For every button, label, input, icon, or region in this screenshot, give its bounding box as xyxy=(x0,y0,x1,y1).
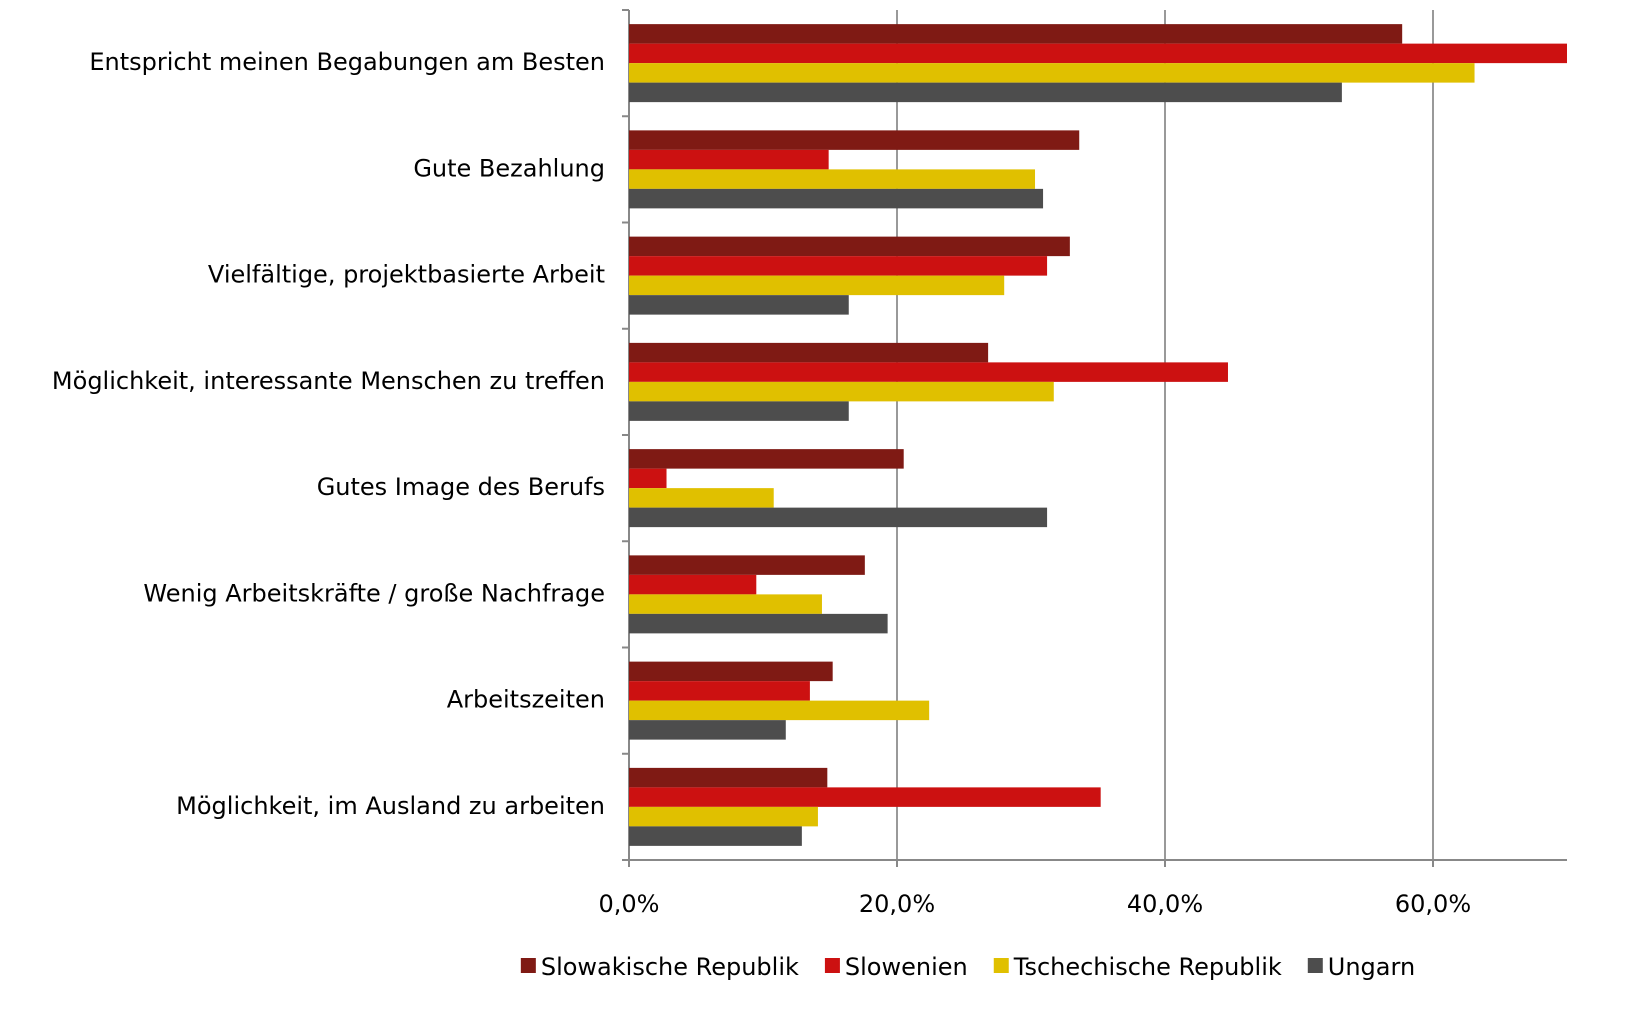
y-tick-label: Entspricht meinen Begabungen am Besten xyxy=(89,48,605,76)
bar xyxy=(629,43,1567,64)
bar xyxy=(629,130,1080,150)
bar xyxy=(629,468,667,489)
bar xyxy=(629,401,849,421)
bar xyxy=(629,236,1070,257)
bar xyxy=(629,826,802,846)
legend-label: Slowakische Republik xyxy=(541,953,799,981)
legend-swatch xyxy=(520,958,536,973)
y-tick-label: Gute Bezahlung xyxy=(413,154,605,182)
y-tick-label: Vielfältige, projektbasierte Arbeit xyxy=(208,261,605,289)
bar xyxy=(629,342,989,363)
bar xyxy=(629,295,849,315)
bar xyxy=(629,700,930,721)
bar xyxy=(629,275,1005,296)
bar xyxy=(629,256,1048,276)
bar xyxy=(629,24,1403,44)
bar xyxy=(629,574,757,595)
bar xyxy=(629,149,829,170)
y-tick-label: Arbeitszeiten xyxy=(447,686,605,714)
x-tick-label: 20,0% xyxy=(859,890,935,918)
x-tick-label: 40,0% xyxy=(1127,890,1203,918)
y-tick-label: Gutes Image des Berufs xyxy=(317,473,605,501)
legend-swatch xyxy=(993,958,1009,973)
y-tick-label: Möglichkeit, im Ausland zu arbeiten xyxy=(176,792,605,820)
bar xyxy=(629,661,833,682)
bar xyxy=(629,594,822,614)
bar xyxy=(629,507,1048,528)
legend-label: Tschechische Republik xyxy=(1013,953,1282,981)
bar xyxy=(629,188,1044,209)
bar xyxy=(629,767,828,788)
x-tick-label: 60,0% xyxy=(1395,890,1471,918)
bar xyxy=(629,806,818,827)
legend-label: Slowenien xyxy=(845,953,968,981)
y-tick-label: Möglichkeit, interessante Menschen zu tr… xyxy=(52,367,605,395)
legend-swatch xyxy=(824,958,840,973)
bar xyxy=(629,362,1228,382)
legend-swatch xyxy=(1307,958,1323,973)
bar xyxy=(629,449,904,469)
y-tick-label: Wenig Arbeitskräfte / große Nachfrage xyxy=(143,579,605,607)
bar xyxy=(629,63,1475,83)
bar xyxy=(629,720,786,740)
bar xyxy=(629,787,1101,807)
legend-label: Ungarn xyxy=(1328,953,1415,981)
x-tick-label: 0,0% xyxy=(599,890,660,918)
bar xyxy=(629,681,810,701)
bar xyxy=(629,169,1036,189)
bar xyxy=(629,82,1342,103)
bar xyxy=(629,555,865,575)
bar xyxy=(629,488,774,508)
bar xyxy=(629,613,888,634)
bar xyxy=(629,381,1054,402)
